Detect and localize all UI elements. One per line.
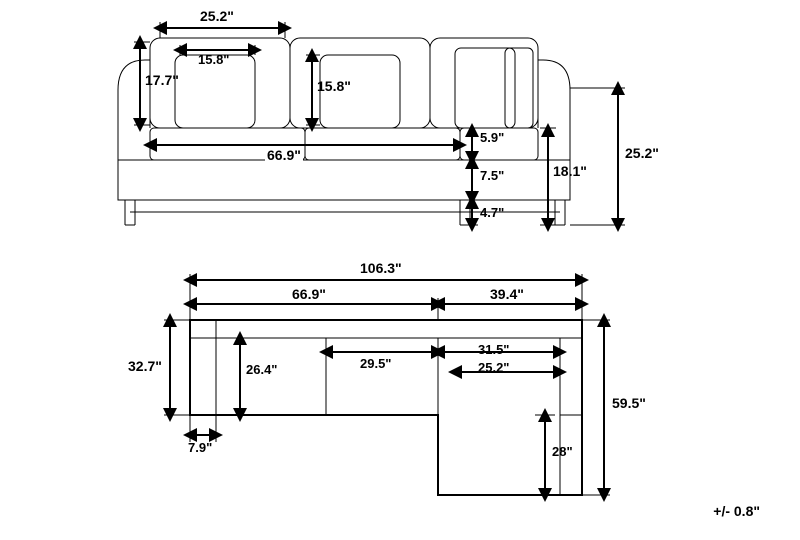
tolerance-note: +/- 0.8" <box>713 503 760 519</box>
dim-cushion-top-width: 25.2" <box>200 8 234 24</box>
dim-pillow-width: 15.8" <box>198 52 229 67</box>
dim-back-cushion-height: 17.7" <box>145 72 179 88</box>
dim-chaise-seat-h: 18.1" <box>553 163 587 179</box>
dim-inner-depth: 26.4" <box>246 362 277 377</box>
dim-chaise-depth: 59.5" <box>612 395 646 411</box>
dim-seat-cushion-h: 5.9" <box>480 130 504 145</box>
dim-pillow-height: 15.8" <box>317 78 351 94</box>
dim-leg-h: 4.7" <box>480 205 504 220</box>
dim-arm-height: 25.2" <box>625 145 659 161</box>
dim-chaise-ext: 28" <box>552 444 573 459</box>
dim-arm-width: 7.9" <box>188 440 212 455</box>
dim-chaise-inner-w: 31.5" <box>478 342 509 357</box>
dim-seat-w1: 29.5" <box>360 356 391 371</box>
dim-total-width: 106.3" <box>360 260 402 276</box>
dim-depth: 32.7" <box>128 358 162 374</box>
dim-chaise-width: 39.4" <box>490 286 524 302</box>
dim-seat-width: 66.9" <box>265 147 303 163</box>
dim-frame-h: 7.5" <box>480 168 504 183</box>
dim-main-width: 66.9" <box>292 286 326 302</box>
dim-chaise-inner-front: 25.2" <box>478 360 509 375</box>
